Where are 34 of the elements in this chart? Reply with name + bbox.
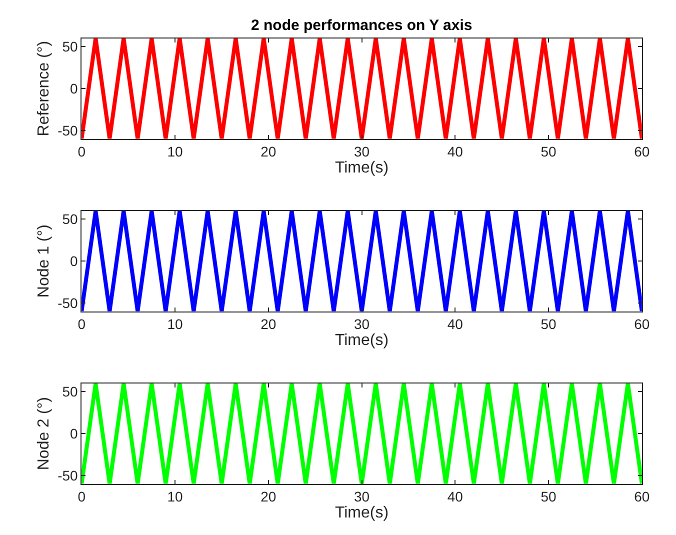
x-tick-label: 60: [634, 316, 650, 332]
y-axis-title: Reference (°): [35, 40, 52, 136]
y-tick-label: 0: [70, 425, 78, 442]
x-tick-label: 50: [540, 144, 557, 160]
y-tick-label: -50: [58, 294, 78, 311]
y-tick-label: 50: [62, 384, 78, 400]
chart-title: 2 node performances on Y axis: [251, 17, 472, 34]
x-tick-label: 40: [447, 144, 464, 160]
x-tick-label: 30: [354, 144, 370, 160]
x-axis-title: Time(s): [334, 504, 389, 522]
x-tick-label: 60: [634, 488, 650, 505]
x-axis-title: Time(s): [334, 160, 389, 177]
y-axis-title: Node 1 (°): [35, 224, 52, 298]
x-tick-label: 20: [260, 316, 276, 332]
x-tick-label: 40: [447, 488, 464, 505]
y-axis-title: Node 2 (°): [35, 397, 52, 470]
y-tick-label: 50: [62, 38, 78, 55]
x-tick-label: 20: [260, 144, 276, 160]
x-tick-label: 10: [167, 316, 183, 332]
x-tick-label: 50: [540, 488, 557, 505]
y-tick-label: -50: [58, 467, 78, 484]
x-tick-label: 20: [260, 488, 276, 505]
x-axis-title: Time(s): [334, 332, 389, 350]
y-tick-label: 0: [70, 252, 78, 269]
x-tick-label: 10: [167, 144, 183, 160]
x-tick-label: 40: [447, 316, 464, 332]
y-tick-label: 0: [70, 80, 78, 96]
x-tick-label: 50: [540, 316, 557, 332]
x-tick-label: 10: [167, 488, 183, 505]
x-tick-label: 30: [354, 316, 370, 332]
x-tick-label: 30: [354, 488, 370, 505]
y-tick-label: 50: [62, 211, 78, 228]
x-tick-label: 60: [634, 144, 650, 160]
y-tick-label: -50: [58, 122, 78, 138]
